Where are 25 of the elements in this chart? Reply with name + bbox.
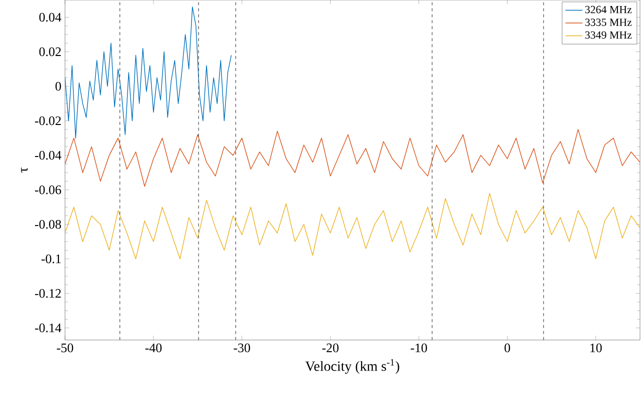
x-tick-label: -20 — [322, 344, 339, 352]
y-tick-label: 0.04 — [39, 12, 62, 22]
y-tick-label: -0.04 — [34, 150, 62, 160]
y-tick-label: -0.12 — [34, 289, 61, 298]
x-tick-label: -10 — [410, 344, 427, 352]
legend-label: 3335 MHz — [585, 18, 632, 26]
x-tick-label: -40 — [145, 344, 162, 352]
line-series — [65, 129, 640, 187]
y-tick-label: -0.14 — [34, 324, 62, 332]
y-tick-label: 0 — [56, 82, 61, 91]
y-tick-label: -0.06 — [34, 185, 62, 194]
x-tick-label: 0 — [504, 344, 510, 352]
x-tick-label: 10 — [590, 344, 602, 352]
x-tick-label: -30 — [234, 344, 250, 352]
y-tick-label: -0.02 — [34, 116, 61, 126]
legend-label: 3349 MHz — [585, 31, 632, 39]
line-series — [65, 6, 232, 138]
y-axis-title: τ — [21, 168, 28, 172]
y-tick-label: 0.02 — [39, 47, 61, 56]
legend-label: 3264 MHz — [585, 6, 632, 14]
y-tick-label: -0.08 — [34, 220, 61, 229]
x-axis-title: Velocity (km s$^{-1}$) — [305, 359, 400, 374]
line-series — [65, 192, 640, 260]
y-tick-label: -0.1 — [41, 254, 61, 264]
x-tick-label: -50 — [56, 344, 74, 352]
